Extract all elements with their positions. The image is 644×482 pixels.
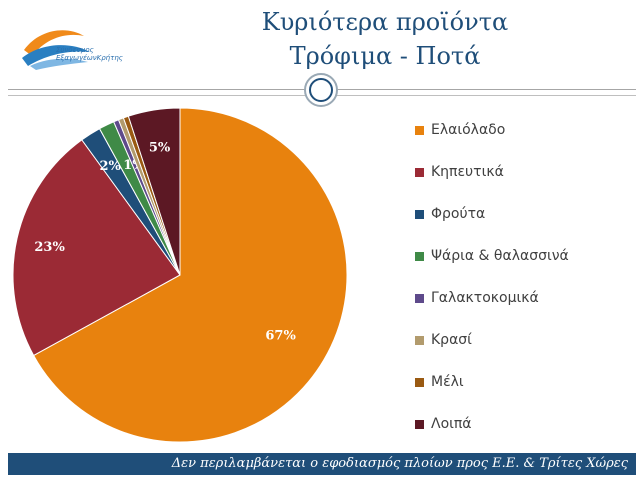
legend-swatch xyxy=(415,209,424,219)
legend-label: Κρασί xyxy=(431,332,472,348)
pie-data-label-8: 5% xyxy=(149,140,171,155)
logo-text-line2: ΕξαγωγέωνΚρήτης xyxy=(56,54,123,62)
circle-ornament-icon xyxy=(304,73,338,107)
logo-text: Σύνδεσμος ΕξαγωγέωνΚρήτης xyxy=(56,46,123,62)
pie-data-label-2: 23% xyxy=(34,240,65,255)
legend-item-8: Λοιπά xyxy=(415,415,472,433)
legend-label: Κηπευτικά xyxy=(431,164,504,180)
legend-item-5: Γαλακτοκομικά xyxy=(415,289,539,307)
legend-label: Μέλι xyxy=(431,374,464,390)
legend-label: Ελαιόλαδο xyxy=(431,122,506,138)
legend-swatch xyxy=(415,293,424,303)
legend-item-1: Ελαιόλαδο xyxy=(415,121,505,139)
legend-label: Λοιπά xyxy=(431,416,472,432)
legend-item-6: Κρασί xyxy=(415,331,472,349)
footer-note: Δεν περιλαμβάνεται ο εφοδιασμός πλοίων π… xyxy=(171,456,628,471)
legend-swatch xyxy=(415,167,424,177)
slide-title-line1: Κυριότερα προϊόντα xyxy=(261,8,509,36)
legend-label: Γαλακτοκομικά xyxy=(431,290,539,306)
pie-slice-1 xyxy=(32,107,348,443)
logo-swoosh-icon xyxy=(22,30,90,70)
legend-swatch xyxy=(415,125,424,135)
slide-title-line2: Τρόφιμα - Ποτά xyxy=(289,42,481,70)
legend-item-7: Μέλι xyxy=(415,373,464,391)
pie-chart-svg: 67%23%2% 1%5% xyxy=(12,107,348,443)
legend-item-2: Κηπευτικά xyxy=(415,163,504,181)
footer-bar: Δεν περιλαμβάνεται ο εφοδιασμός πλοίων π… xyxy=(8,453,636,475)
legend-label: Φρούτα xyxy=(431,206,486,222)
pie-slice-8 xyxy=(127,107,181,276)
legend-item-4: Ψάρια & θαλασσινά xyxy=(415,247,569,265)
pie-slice-2 xyxy=(12,139,181,357)
logo-text-line1: Σύνδεσμος xyxy=(56,46,94,54)
legend-swatch xyxy=(415,251,424,261)
exporters-association-logo: Σύνδεσμος ΕξαγωγέωνΚρήτης xyxy=(20,22,150,72)
legend-swatch xyxy=(415,419,424,429)
slide-header: Σύνδεσμος ΕξαγωγέωνΚρήτης Κυριότερα προϊ… xyxy=(0,0,644,90)
pie-chart: 67% 23% 2% 1% 5% Ελαιόλαδο Κηπευτικά Φρούτα Ψάρ… xyxy=(0,100,644,450)
legend-label: Ψάρια & θαλασσινά xyxy=(431,248,569,264)
legend-item-3: Φρούτα xyxy=(415,205,485,223)
legend-swatch xyxy=(415,377,424,387)
pie-data-label-3: 2% xyxy=(99,159,121,174)
legend-swatch xyxy=(415,335,424,345)
pie-data-label-1: 67% xyxy=(265,329,296,344)
